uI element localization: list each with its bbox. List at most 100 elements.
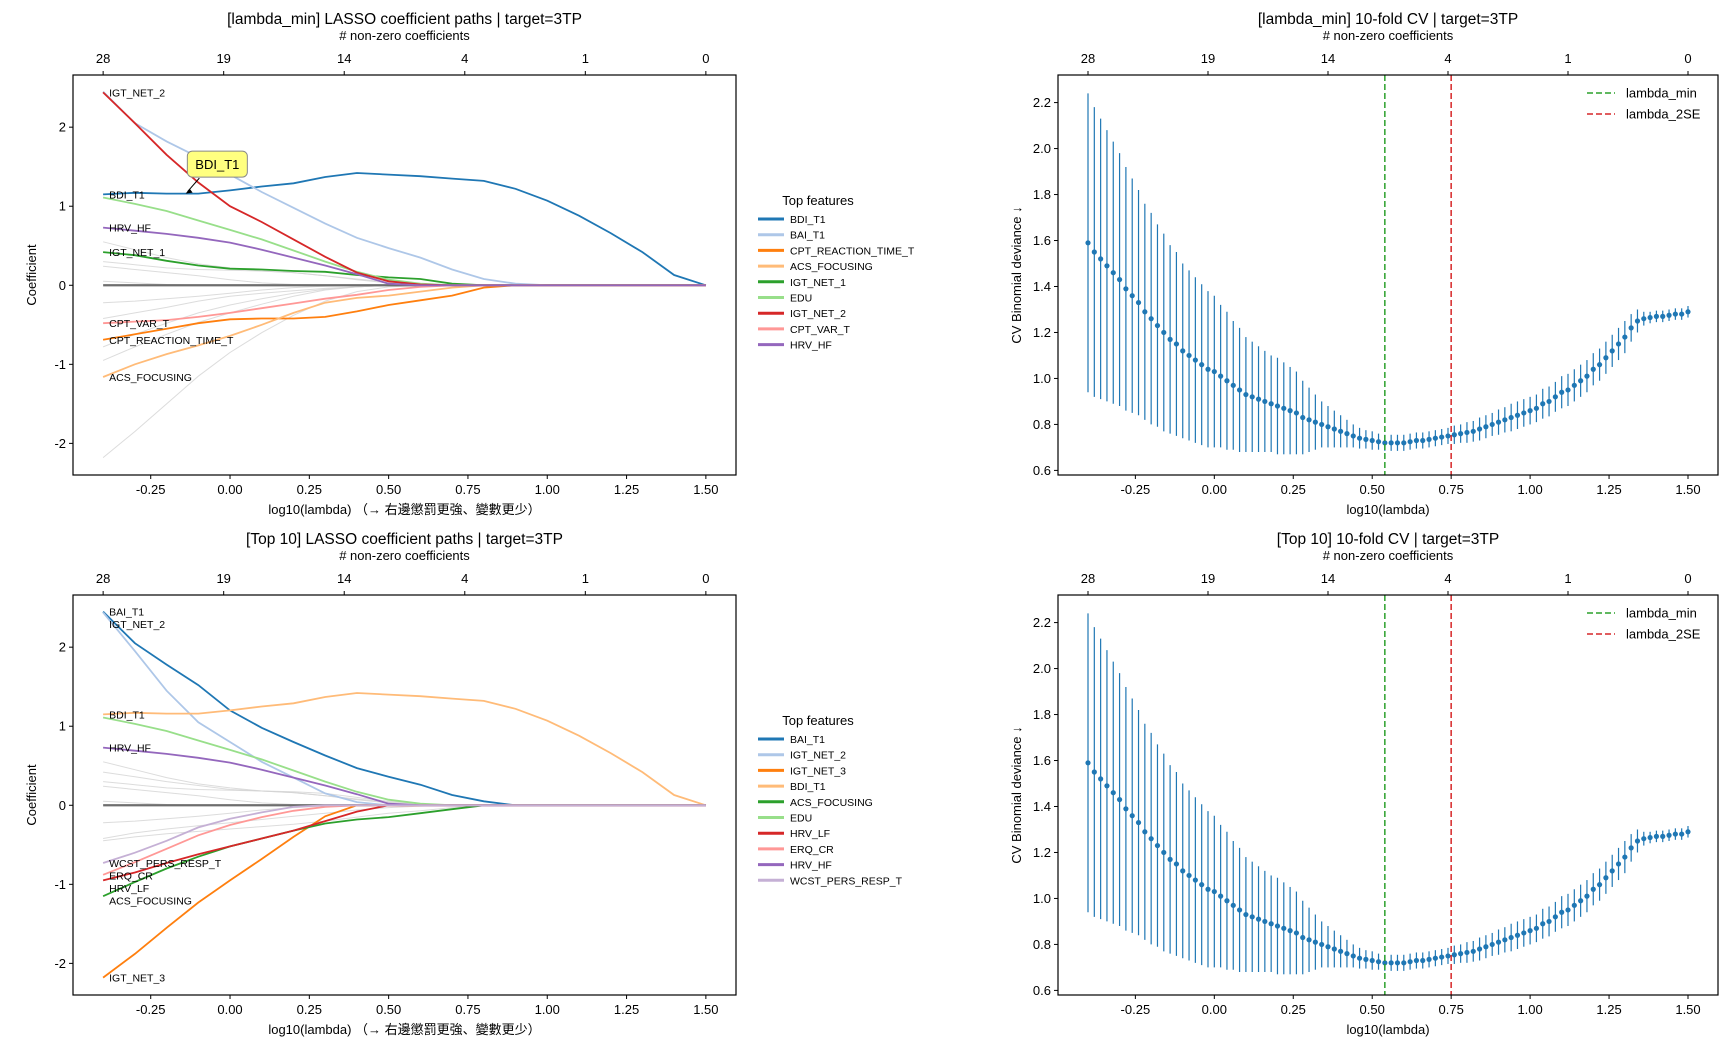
cv-point xyxy=(1350,433,1356,439)
legend-label: HRV_HF xyxy=(790,860,832,872)
y-tick-label: 1.6 xyxy=(1033,753,1051,768)
cv-point xyxy=(1350,953,1356,959)
cv-point xyxy=(1653,833,1660,839)
cv-point xyxy=(1129,813,1135,819)
cv-point xyxy=(1236,907,1243,913)
legend: Top features BDI_T1 BAI_T1 CPT_REACTION_TIM… xyxy=(758,193,915,352)
cv-point xyxy=(1110,270,1116,276)
cv-point xyxy=(1218,893,1224,899)
y-tick-label: 1.4 xyxy=(1033,799,1051,814)
x-tick-label: 0.50 xyxy=(376,1002,401,1017)
legend-label: BAI_T1 xyxy=(790,230,825,242)
chart-title: [Top 10] 10-fold CV | target=3TP xyxy=(1277,531,1499,548)
series-line-wcst_pers_resp_t xyxy=(102,804,706,864)
x-tick-label: 1.50 xyxy=(1675,1002,1700,1017)
cv-point xyxy=(1615,861,1622,867)
top-tick-label: 4 xyxy=(461,571,468,586)
top-tick-label: 4 xyxy=(1444,571,1451,586)
cv-point xyxy=(1628,845,1634,851)
series-line-bai_t1 xyxy=(102,90,706,287)
cv-point xyxy=(1559,389,1565,395)
series-line-acs_focusing xyxy=(102,804,706,898)
y-tick-label: 2.2 xyxy=(1033,95,1051,110)
cv-point xyxy=(1590,366,1596,372)
cv-point xyxy=(1331,426,1337,432)
plot-area: IGT_NET_2 BDI_T1 HRV_HF IGT_NET_1 CPT_VAR_T C… xyxy=(102,87,707,458)
cv-point xyxy=(1578,898,1584,904)
x-tick-label: -0.25 xyxy=(1121,482,1151,497)
cv-point xyxy=(1255,396,1262,402)
cv-point xyxy=(1281,925,1287,931)
cv-point xyxy=(1559,909,1565,915)
cv-point xyxy=(1306,937,1312,943)
x-tick-label: 1.25 xyxy=(614,1002,639,1017)
top-axis-label: # non-zero coefficients xyxy=(339,28,470,43)
series-end-label: IGT_NET_2 xyxy=(109,87,165,99)
x-tick-label: 0.25 xyxy=(1281,1002,1306,1017)
cv-point xyxy=(1199,882,1205,888)
background-coefficient-path xyxy=(103,804,706,842)
cv-point xyxy=(1249,914,1255,920)
cv-point xyxy=(1426,956,1432,962)
cv-point xyxy=(1363,956,1369,962)
axes-frame xyxy=(1057,594,1719,996)
top-tick-label: 1 xyxy=(1564,571,1571,586)
cv-point xyxy=(1603,875,1609,881)
plot-area xyxy=(1085,595,1691,995)
cv-point xyxy=(1432,435,1438,441)
legend-label: CPT_VAR_T xyxy=(790,324,850,336)
cv-point xyxy=(1578,378,1584,384)
top-tick-label: 14 xyxy=(337,571,351,586)
cv-point xyxy=(1331,946,1337,952)
x-tick-label: 1.50 xyxy=(693,1002,718,1017)
plot-area xyxy=(1085,75,1691,475)
cv-point xyxy=(1426,436,1432,442)
cv-point xyxy=(1255,916,1262,922)
cv-point xyxy=(1236,387,1243,393)
cv-point xyxy=(1483,424,1489,430)
cv-point xyxy=(1135,819,1142,826)
y-axis-label: Coefficient xyxy=(24,764,39,826)
cv-point xyxy=(1312,419,1318,425)
x-tick-label: 1.25 xyxy=(1596,1002,1621,1017)
cv-point xyxy=(1199,362,1205,368)
cv-point xyxy=(1489,941,1495,948)
cv-point xyxy=(1300,414,1306,421)
cv-point xyxy=(1432,955,1438,961)
x-tick-label: 1.00 xyxy=(1517,1002,1542,1017)
cv-point xyxy=(1369,437,1375,444)
chart-title: [lambda_min] 10-fold CV | target=3TP xyxy=(1258,11,1518,28)
x-tick-label: 1.00 xyxy=(535,1002,560,1017)
y-tick-label: 0.8 xyxy=(1033,417,1051,432)
series-line-acs_focusing xyxy=(102,284,706,378)
y-tick-label: 1.2 xyxy=(1033,325,1051,340)
series-line-edu xyxy=(102,196,706,287)
cv-point xyxy=(1356,955,1363,961)
chart-panel-3: [Top 10] 10-fold CV | target=3TP# non-ze… xyxy=(1009,531,1719,1037)
cv-point xyxy=(1293,930,1300,936)
top-tick-label: 1 xyxy=(582,51,589,66)
cv-point xyxy=(1243,911,1249,918)
y-axis-label: CV Binomial deviance ↓ xyxy=(1009,726,1024,863)
cv-point xyxy=(1205,886,1211,892)
cv-point xyxy=(1123,286,1129,292)
cv-point xyxy=(1413,957,1420,964)
cv-point xyxy=(1142,829,1148,835)
series-end-label: HRV_HF xyxy=(109,743,151,755)
cv-point xyxy=(1521,930,1527,936)
y-tick-label: 0 xyxy=(59,798,66,813)
cv-point xyxy=(1679,831,1685,837)
cv-point xyxy=(1483,944,1489,950)
x-tick-label: 0.00 xyxy=(217,1002,242,1017)
background-coefficient-path xyxy=(103,771,706,806)
cv-point xyxy=(1274,923,1281,929)
x-axis-label: log10(lambda) （→ 右邊懲罰更強、變數更少） xyxy=(268,1022,540,1037)
series-end-label: ERQ_CR xyxy=(109,870,153,882)
y-tick-label: -2 xyxy=(54,956,66,971)
cv-point xyxy=(1596,882,1603,888)
cv-point xyxy=(1527,408,1533,414)
y-tick-label: -1 xyxy=(54,357,66,372)
x-tick-label: 0.25 xyxy=(297,482,322,497)
cv-point xyxy=(1641,316,1647,322)
y-tick-label: 1.8 xyxy=(1033,707,1051,722)
